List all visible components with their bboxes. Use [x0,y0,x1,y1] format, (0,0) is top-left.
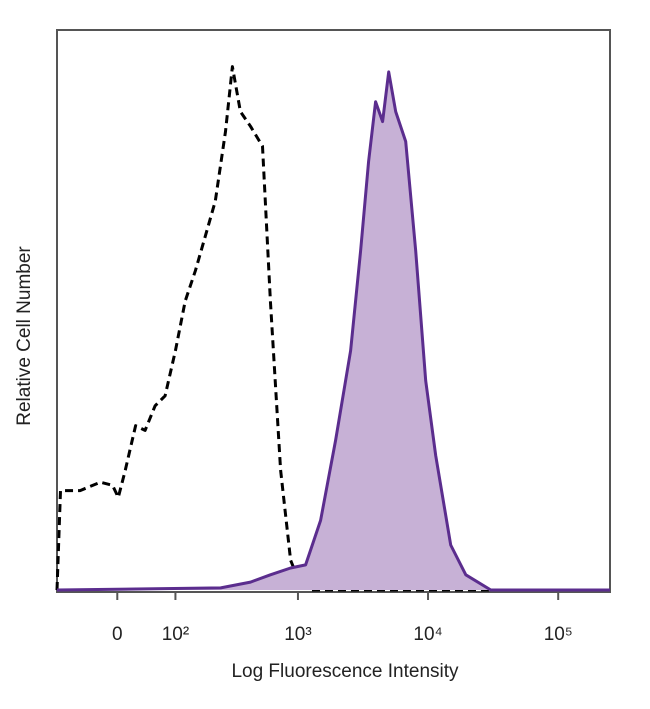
plot-frame [56,29,611,593]
x-axis-label: Log Fluorescence Intensity [231,661,459,682]
x-tick-label: 10² [162,624,189,645]
x-tick-label: 10⁵ [544,624,573,645]
histogram-area [57,71,610,590]
x-tick-label: 0 [112,624,123,645]
x-tick-label: 10³ [284,624,311,645]
histogram-line [55,65,601,592]
y-axis-label: Relative Cell Number [14,246,35,426]
x-tick-label: 10⁴ [413,624,442,645]
histogram-line [56,70,610,592]
